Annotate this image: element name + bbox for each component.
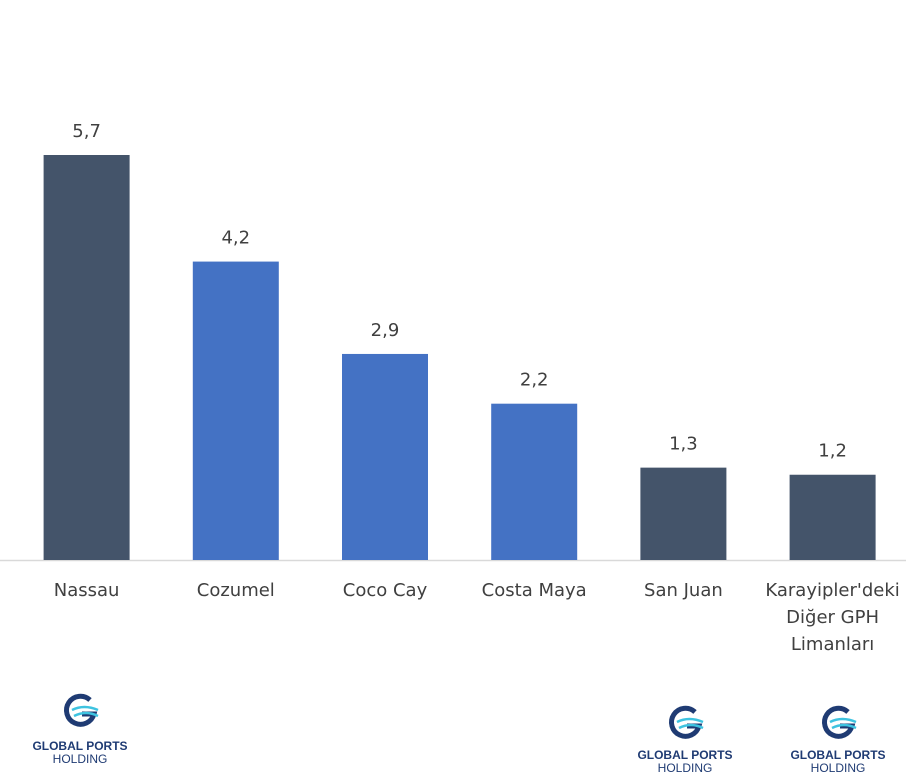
logo-icon [669,705,704,739]
value-label: 1,3 [669,434,698,455]
bar [640,467,727,560]
logo-name: GLOBAL PORTS [637,748,733,762]
logo: GLOBAL PORTS HOLDING [10,739,150,766]
logo-sub: HOLDING [657,761,713,775]
bar [491,403,578,560]
x-tick-label: Nassau [53,580,120,601]
x-tick-label: Cozumel [196,580,275,601]
logo-icon [822,705,857,739]
x-tick-label: Coco Cay [342,580,428,601]
value-label: 2,2 [520,370,549,391]
logo: GLOBAL PORTS HOLDING [615,748,755,775]
logo: GLOBAL PORTS HOLDING [768,748,906,775]
x-tick-label: Karayipler'deki Diğer GPH Limanları [765,580,900,655]
value-label: 4,2 [221,228,250,249]
logo-sub: HOLDING [810,761,866,775]
logo-icon [64,693,99,727]
logo-name: GLOBAL PORTS [790,748,886,762]
value-label: 1,2 [818,441,847,462]
logo-name: GLOBAL PORTS [32,739,128,753]
x-tick-label: San Juan [644,580,723,601]
bar [342,353,428,560]
value-label: 2,9 [371,320,400,341]
logo-sub: HOLDING [52,752,108,766]
x-tick-label: Costa Maya [481,580,587,601]
bar [789,474,876,560]
bar [192,261,279,560]
value-label: 5,7 [72,121,101,142]
bar [43,155,130,560]
